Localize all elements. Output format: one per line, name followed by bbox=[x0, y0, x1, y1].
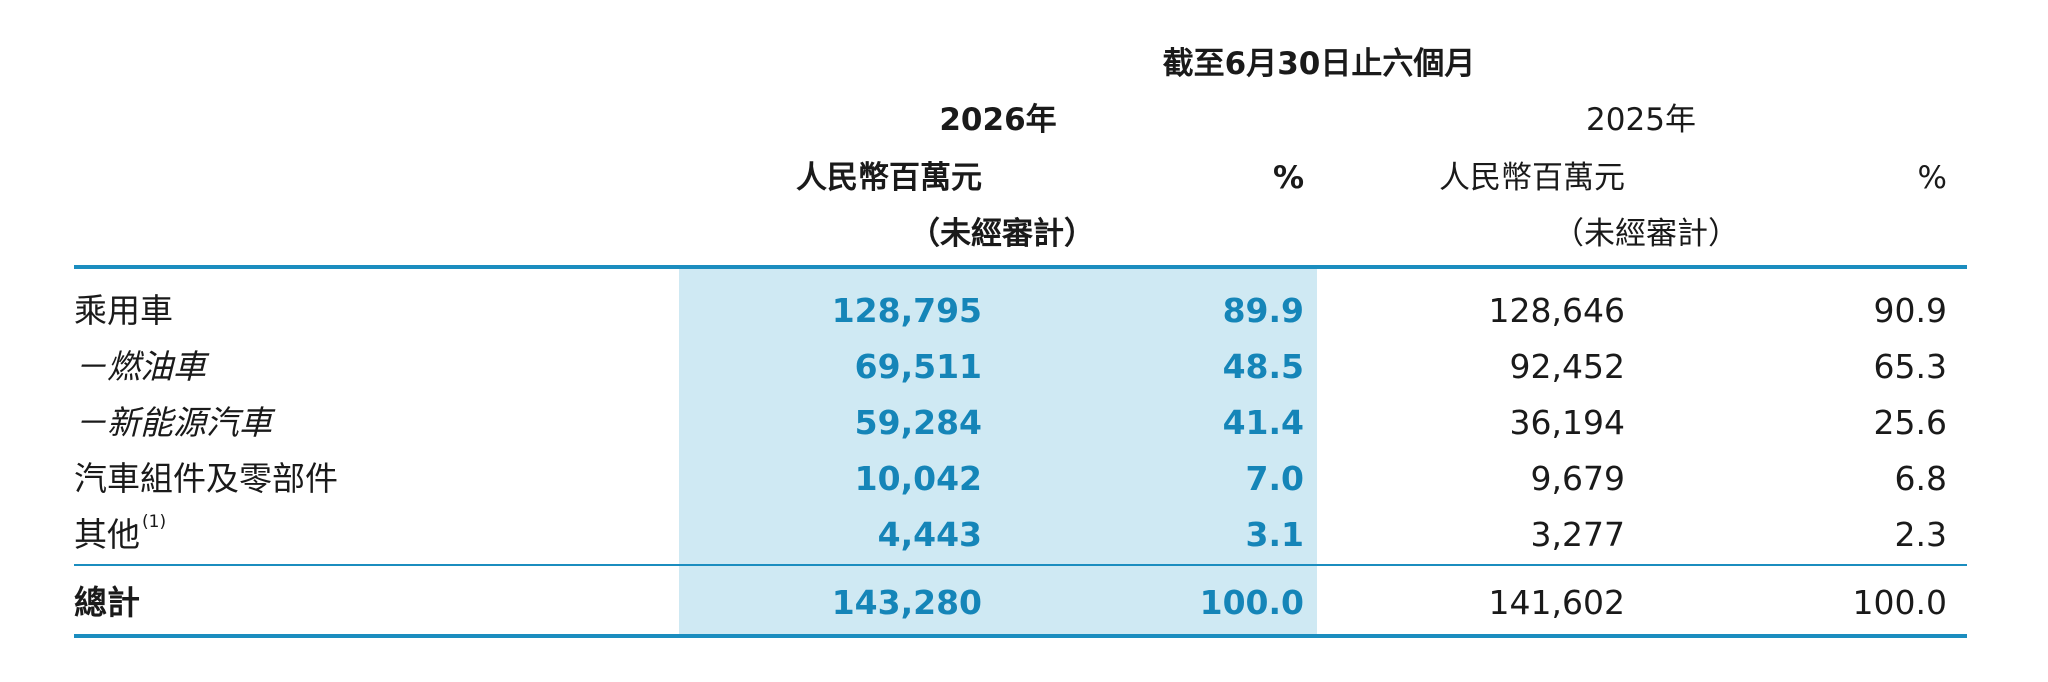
table-row: 其他 (1) 4,443 3.1 3,277 2.3 bbox=[0, 507, 2048, 563]
subtotal-rule bbox=[74, 564, 1967, 566]
current-amount: 69,511 bbox=[854, 347, 982, 386]
current-period-highlight bbox=[679, 267, 1317, 635]
pct-current-header: % bbox=[1272, 160, 1304, 196]
currency-current-header: 人民幣百萬元 bbox=[796, 160, 982, 196]
table-row: 汽車組件及零部件 10,042 7.0 9,679 6.8 bbox=[0, 451, 2048, 507]
prior-percent: 90.9 bbox=[1873, 291, 1947, 330]
currency-prior-header: 人民幣百萬元 bbox=[1439, 160, 1625, 196]
current-percent: 41.4 bbox=[1222, 403, 1304, 442]
row-label-with-note: 其他 (1) bbox=[74, 507, 166, 563]
prior-amount: 36,194 bbox=[1509, 403, 1625, 442]
row-label: 乘用車 bbox=[74, 291, 173, 330]
table-row: －燃油車 69,511 48.5 92,452 65.3 bbox=[0, 339, 2048, 395]
prior-percent: 6.8 bbox=[1894, 459, 1947, 498]
row-label: 其他 bbox=[74, 515, 140, 554]
prior-amount: 9,679 bbox=[1530, 459, 1625, 498]
current-percent: 3.1 bbox=[1245, 515, 1304, 554]
total-current-amount: 143,280 bbox=[831, 583, 982, 622]
audit-current-note: （未經審計） bbox=[909, 216, 1095, 252]
year-current-header: 2026年 bbox=[939, 102, 1057, 138]
period-header: 截至6月30日止六個月 bbox=[1162, 46, 1476, 82]
current-amount: 4,443 bbox=[877, 515, 982, 554]
total-row: 總計 143,280 100.0 141,602 100.0 bbox=[0, 575, 2048, 631]
year-prior-header: 2025年 bbox=[1586, 102, 1696, 138]
row-label: －新能源汽車 bbox=[74, 403, 272, 442]
header-rule bbox=[74, 265, 1967, 269]
total-prior-percent: 100.0 bbox=[1852, 583, 1947, 622]
current-percent: 7.0 bbox=[1245, 459, 1304, 498]
audit-prior-note: （未經審計） bbox=[1553, 216, 1739, 252]
table-row: －新能源汽車 59,284 41.4 36,194 25.6 bbox=[0, 395, 2048, 451]
row-label: －燃油車 bbox=[74, 347, 206, 386]
prior-amount: 3,277 bbox=[1530, 515, 1625, 554]
total-label: 總計 bbox=[74, 583, 140, 622]
table-row: 乘用車 128,795 89.9 128,646 90.9 bbox=[0, 283, 2048, 339]
prior-percent: 2.3 bbox=[1894, 515, 1947, 554]
current-amount: 128,795 bbox=[831, 291, 982, 330]
bottom-rule bbox=[74, 634, 1967, 638]
current-amount: 10,042 bbox=[854, 459, 982, 498]
total-prior-amount: 141,602 bbox=[1488, 583, 1625, 622]
row-label: 汽車組件及零部件 bbox=[74, 459, 338, 498]
prior-percent: 25.6 bbox=[1873, 403, 1947, 442]
current-percent: 89.9 bbox=[1222, 291, 1304, 330]
total-current-percent: 100.0 bbox=[1199, 583, 1304, 622]
current-percent: 48.5 bbox=[1222, 347, 1304, 386]
prior-amount: 92,452 bbox=[1509, 347, 1625, 386]
prior-amount: 128,646 bbox=[1488, 291, 1625, 330]
footnote-marker: (1) bbox=[142, 512, 167, 532]
prior-percent: 65.3 bbox=[1873, 347, 1947, 386]
pct-prior-header: % bbox=[1917, 160, 1947, 196]
current-amount: 59,284 bbox=[854, 403, 982, 442]
